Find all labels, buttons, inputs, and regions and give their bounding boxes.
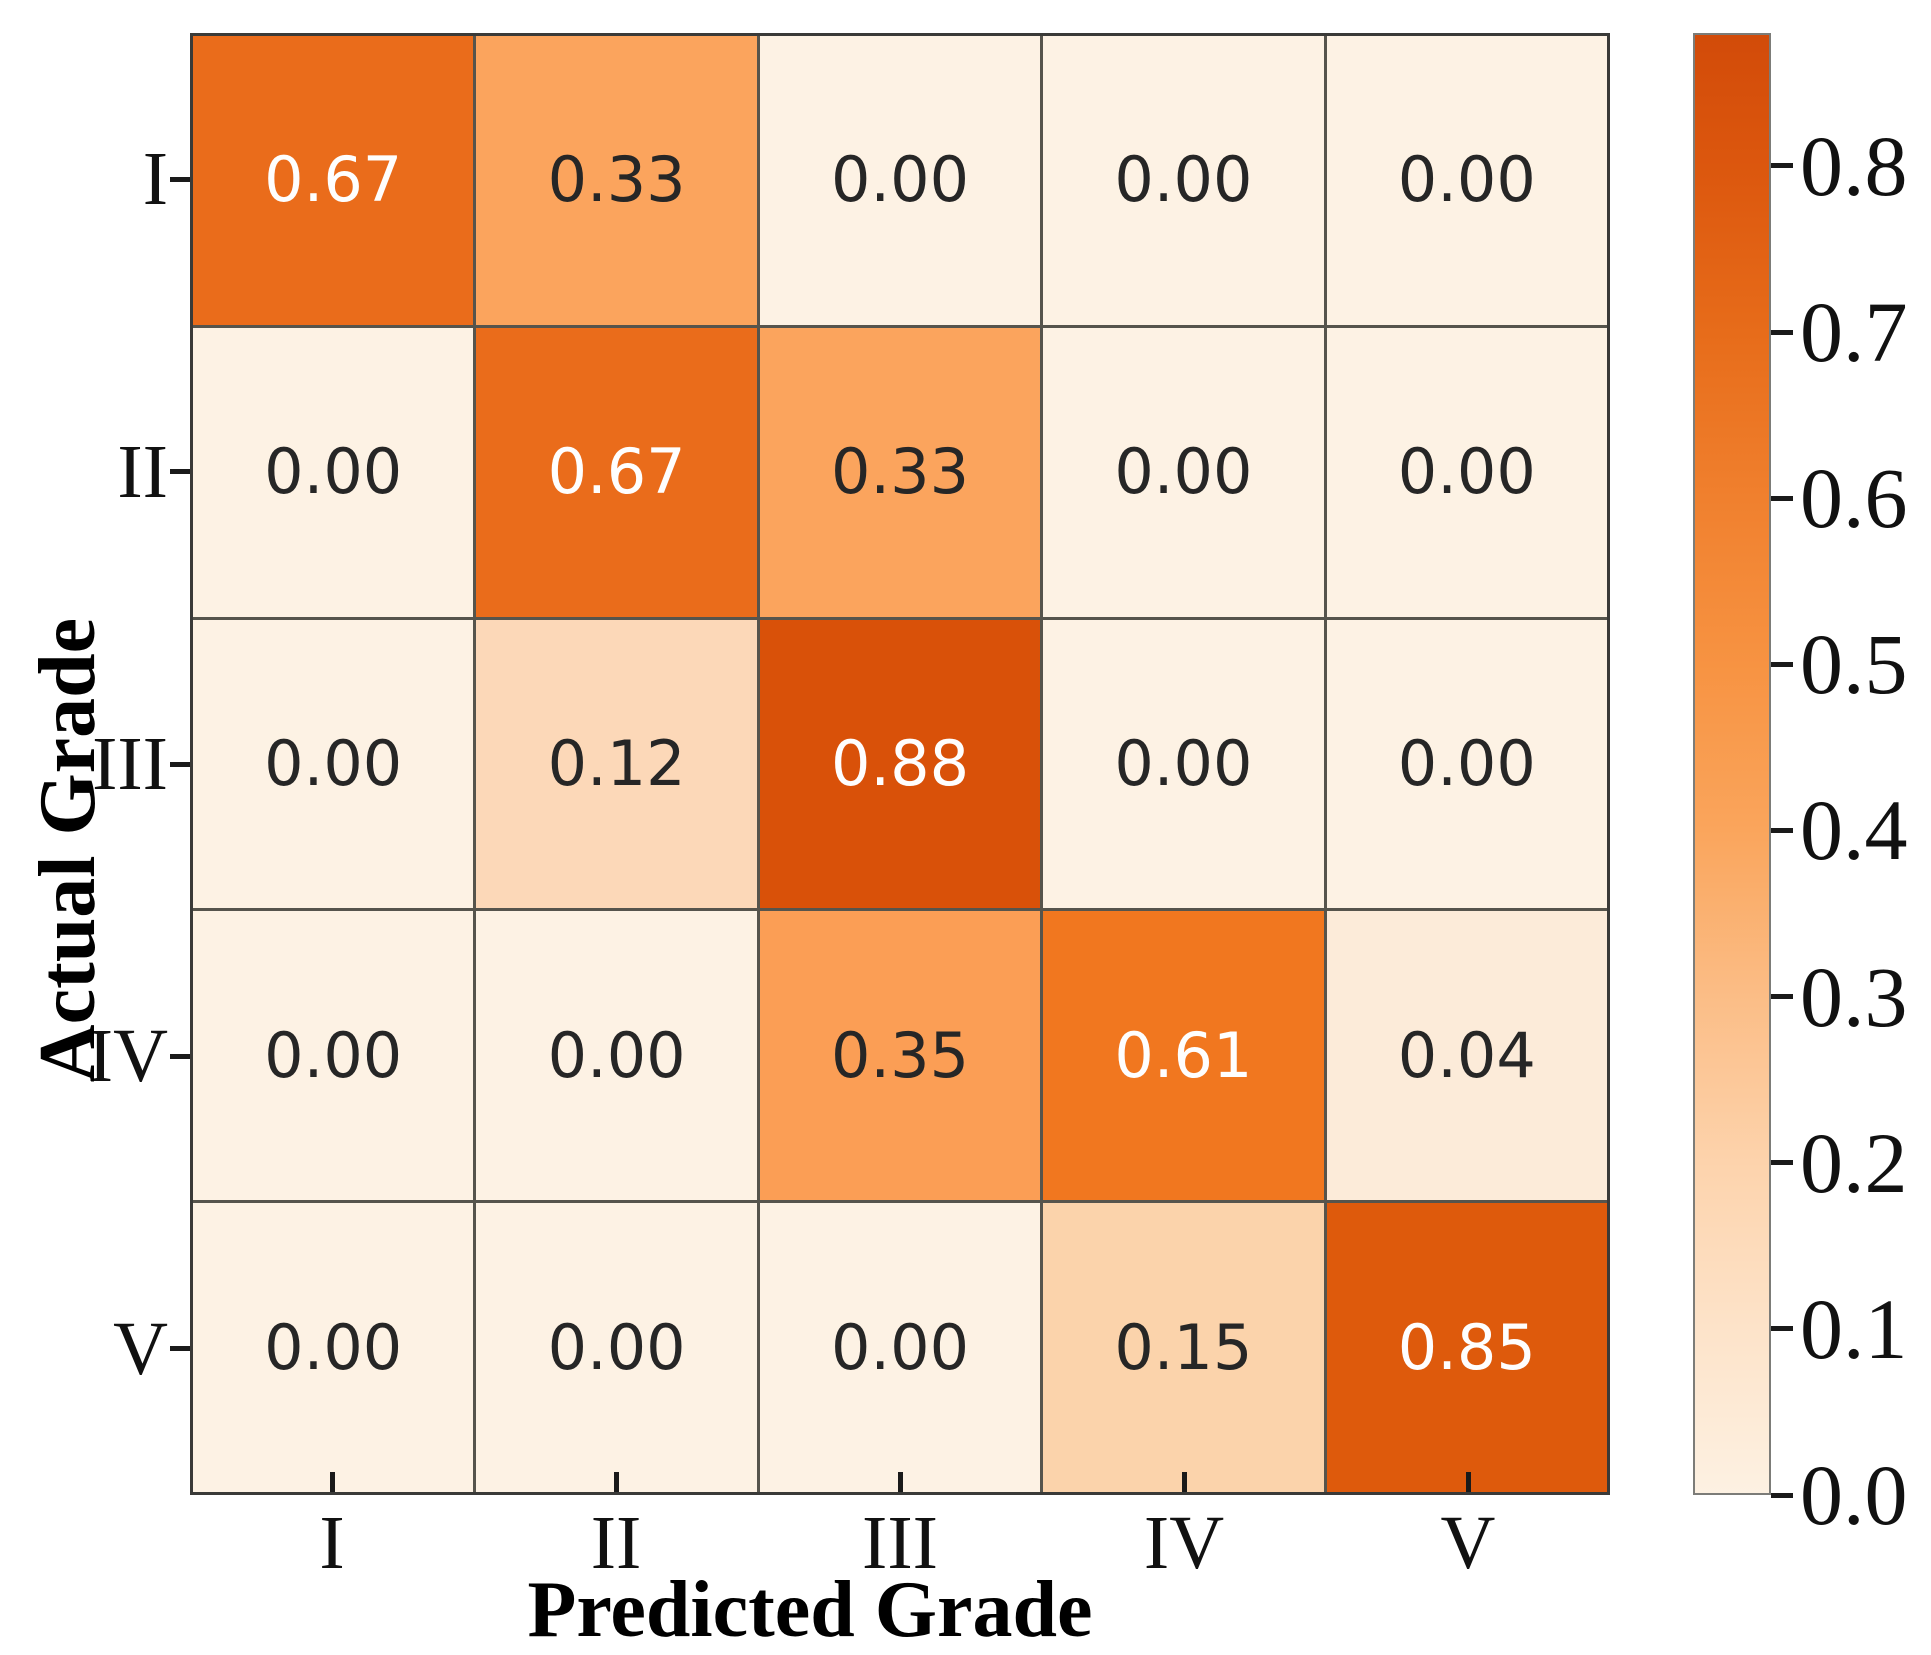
- x-tick-label-IV: IV: [1143, 1501, 1225, 1585]
- x-axis-title: Predicted Grade: [527, 1566, 1093, 1654]
- heatmap-cell-IV-IV: 0.61: [1043, 911, 1324, 1201]
- y-tick-label-IV: IV: [87, 1014, 168, 1099]
- colorbar-tick-label-0.7: 0.7: [1800, 284, 1908, 381]
- heatmap-cell-IV-V: 0.04: [1326, 911, 1607, 1201]
- heatmap-cell-IV-I: 0.00: [193, 911, 474, 1201]
- colorbar-tick-label-0.0: 0.0: [1800, 1447, 1908, 1543]
- colorbar-tick-label-0.6: 0.6: [1800, 450, 1908, 547]
- colorbar-tick-mark-0.2: [1771, 1160, 1793, 1166]
- heatmap-cell-I-II: 0.33: [476, 36, 757, 325]
- colorbar-tick-mark-0.8: [1771, 163, 1793, 169]
- colorbar-tick-mark-0.0: [1771, 1492, 1793, 1498]
- heatmap-cell-II-II: 0.67: [476, 327, 757, 617]
- heatmap-cell-IV-II: 0.00: [476, 911, 757, 1201]
- heatmap-cell-II-I: 0.00: [193, 327, 474, 617]
- heatmap-cell-V-V: 0.85: [1326, 1203, 1607, 1492]
- y-tick-label-III: III: [92, 722, 168, 806]
- x-tick-mark-III: [897, 1472, 903, 1492]
- y-tick-mark-IV: [170, 1053, 190, 1059]
- x-tick-label-I: I: [319, 1501, 345, 1585]
- heatmap-cell-V-IV: 0.15: [1043, 1203, 1324, 1492]
- y-axis-title: Actual Grade: [24, 617, 112, 1083]
- heatmap-cell-III-III: 0.88: [759, 619, 1041, 909]
- colorbar-tick-label-0.8: 0.8: [1800, 117, 1908, 214]
- y-tick-mark-III: [170, 761, 190, 767]
- colorbar-tick-mark-0.6: [1771, 495, 1793, 501]
- heatmap-cell-I-V: 0.00: [1326, 36, 1607, 325]
- colorbar-tick-mark-0.5: [1771, 661, 1793, 667]
- heatmap-cell-II-V: 0.00: [1326, 327, 1607, 617]
- x-tick-mark-I: [329, 1472, 335, 1492]
- heatmap-cell-V-III: 0.00: [759, 1203, 1041, 1492]
- colorbar-tick-label-0.4: 0.4: [1800, 782, 1908, 879]
- y-tick-mark-I: [170, 176, 190, 182]
- colorbar-tick-mark-0.7: [1771, 329, 1793, 335]
- heatmap-cell-II-III: 0.33: [759, 327, 1041, 617]
- y-tick-label-I: I: [142, 137, 168, 222]
- colorbar-tick-mark-0.4: [1771, 827, 1793, 833]
- heatmap-cell-II-IV: 0.00: [1043, 327, 1324, 617]
- y-tick-mark-II: [170, 469, 190, 475]
- colorbar-tick-mark-0.1: [1771, 1326, 1793, 1332]
- heatmap-cell-IV-III: 0.35: [759, 911, 1041, 1201]
- heatmap-cell-III-I: 0.00: [193, 619, 474, 909]
- x-tick-label-V: V: [1440, 1501, 1496, 1585]
- x-tick-label-II: II: [590, 1501, 642, 1585]
- heatmap-grid: 0.67 0.33 0.00 0.00 0.00 0.00 0.67 0.33 0.00 0.00…: [190, 33, 1610, 1495]
- colorbar-tick-mark-0.3: [1771, 994, 1793, 1000]
- colorbar-tick-label-0.1: 0.1: [1800, 1280, 1908, 1377]
- colorbar-tick-label-0.2: 0.2: [1800, 1114, 1908, 1211]
- colorbar-tick-label-0.3: 0.3: [1800, 948, 1908, 1045]
- heatmap-cell-V-II: 0.00: [476, 1203, 757, 1492]
- heatmap-cell-I-I: 0.67: [193, 36, 474, 325]
- y-tick-label-II: II: [117, 429, 168, 514]
- heatmap-cell-I-IV: 0.00: [1043, 36, 1324, 325]
- x-tick-label-III: III: [862, 1501, 938, 1585]
- heatmap-cell-III-IV: 0.00: [1043, 619, 1324, 909]
- y-tick-label-V: V: [113, 1306, 168, 1391]
- heatmap-cell-V-I: 0.00: [193, 1203, 474, 1492]
- heatmap-cell-III-II: 0.12: [476, 619, 757, 909]
- heatmap-cell-III-V: 0.00: [1326, 619, 1607, 909]
- colorbar: [1693, 33, 1771, 1495]
- x-tick-mark-V: [1465, 1472, 1471, 1492]
- x-tick-mark-IV: [1181, 1472, 1187, 1492]
- heatmap-cell-I-III: 0.00: [759, 36, 1041, 325]
- x-tick-mark-II: [613, 1472, 619, 1492]
- y-tick-mark-V: [170, 1346, 190, 1352]
- colorbar-tick-label-0.5: 0.5: [1800, 616, 1908, 713]
